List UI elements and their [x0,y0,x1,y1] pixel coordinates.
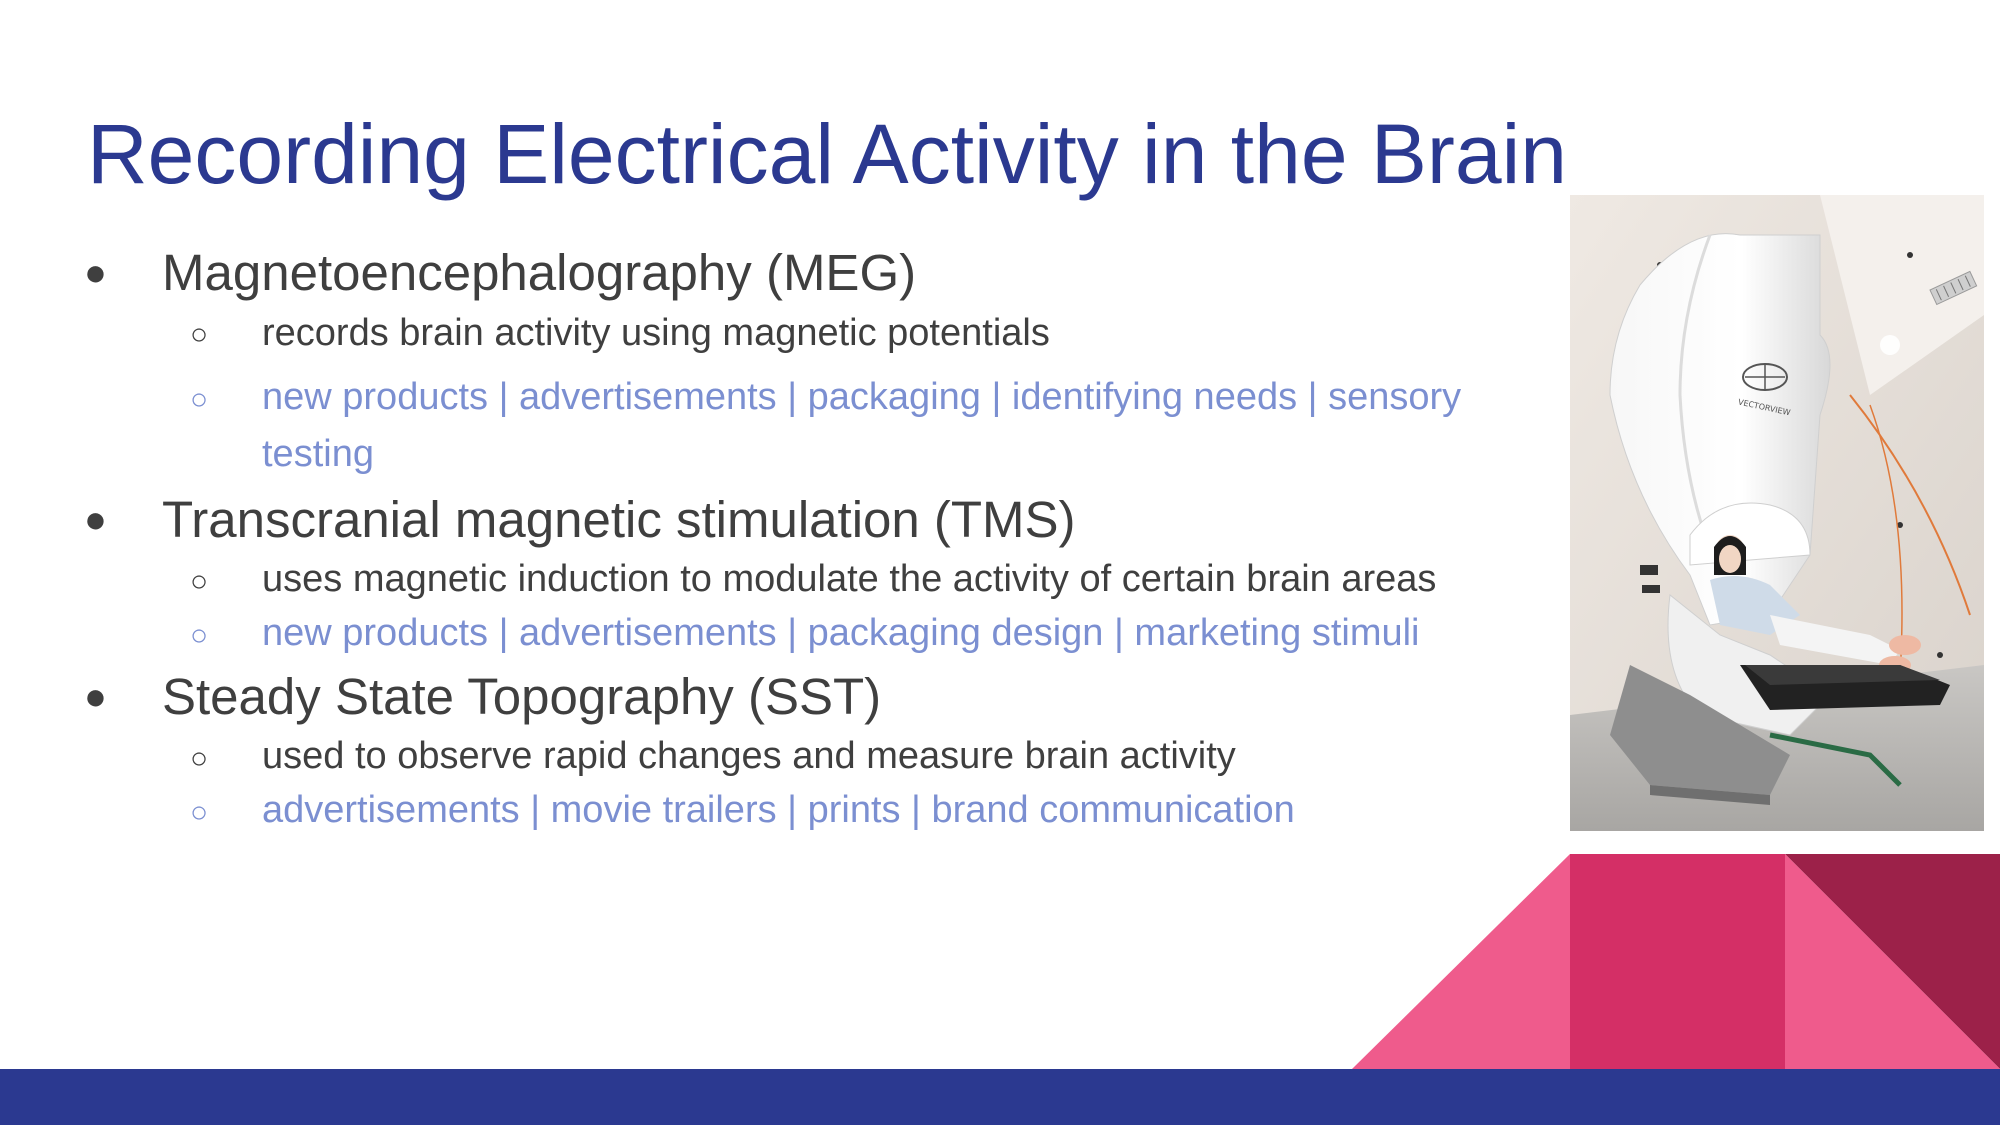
sub-bullet-marker: ○ [190,383,209,416]
tms-description: uses magnetic induction to modulate the … [262,558,1437,600]
sub-bullet-marker: ○ [190,742,209,775]
section-heading-sst: Steady State Topography (SST) [162,668,882,725]
bullet-marker: ● [84,676,107,718]
meg-applications-line2: testing [262,433,374,475]
sst-description: used to observe rapid changes and measur… [262,735,1236,777]
meg-description: records brain activity using magnetic po… [262,312,1050,354]
section-heading-meg: Magnetoencephalography (MEG) [162,244,917,301]
slide-title: Recording Electrical Activity in the Bra… [87,107,1567,201]
sst-applications: advertisements | movie trailers | prints… [262,789,1295,831]
sub-bullet-marker: ○ [190,796,209,829]
bullet-list: ● Magnetoencephalography (MEG) ○ records… [84,244,1462,831]
meg-scanner-photo: VECTORVIEW [1570,195,1984,831]
section-heading-tms: Transcranial magnetic stimulation (TMS) [162,491,1076,548]
bullet-marker: ● [84,499,107,541]
footer-bar [0,1069,2000,1125]
sub-bullet-marker: ○ [190,318,209,351]
sub-bullet-marker: ○ [190,619,209,652]
sub-bullet-marker: ○ [190,565,209,598]
tms-applications: new products | advertisements | packagin… [262,612,1420,654]
bullet-marker: ● [84,252,107,294]
meg-applications-line1: new products | advertisements | packagin… [262,376,1462,418]
